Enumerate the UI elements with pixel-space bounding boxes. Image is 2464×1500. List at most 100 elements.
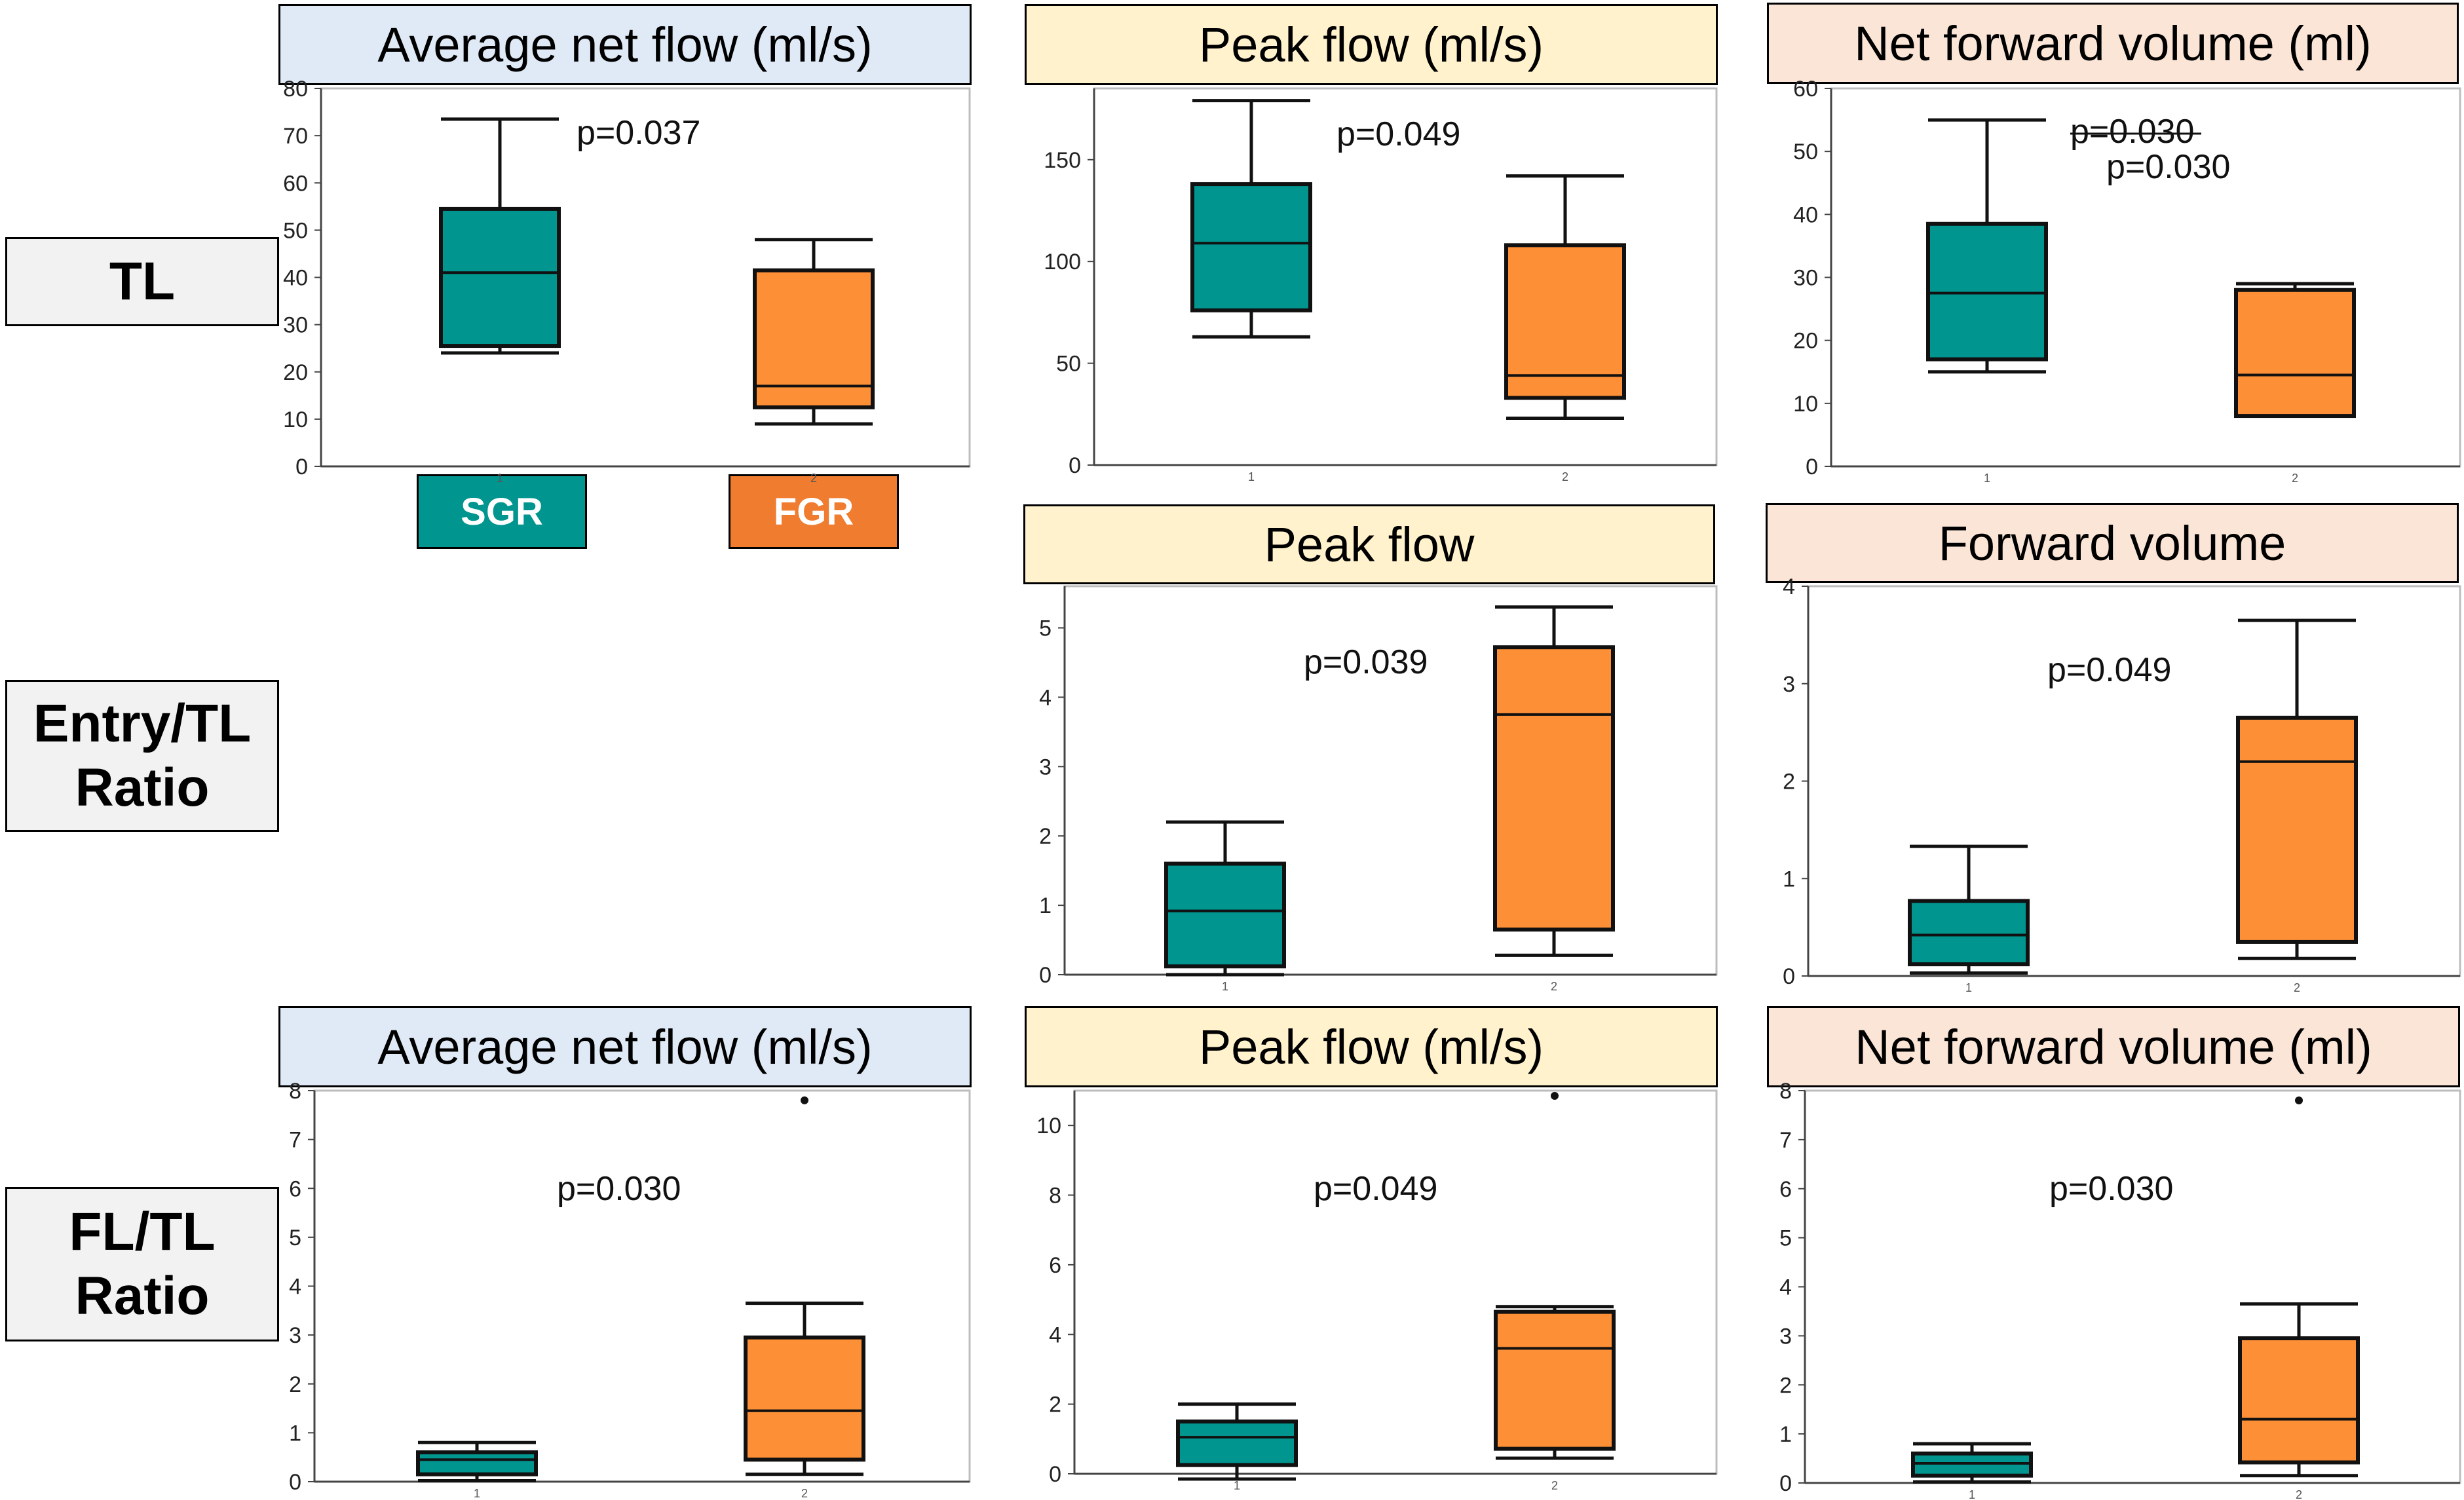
entry_vol-box-fgr <box>2236 715 2358 944</box>
entry_peak-ytick-label: 3 <box>1039 755 1052 779</box>
fl_vol-outlier <box>2295 1096 2303 1104</box>
row-label-entry-tl-ratio: Entry/TL Ratio <box>5 680 279 832</box>
tl_peak-xtick-label: 1 <box>1248 470 1255 483</box>
legend-fgr-label: FGR <box>773 490 854 533</box>
tl_avg-ytick-label: 40 <box>283 266 308 291</box>
entry_peak-p-value: p=0.039 <box>1304 643 1428 681</box>
fl_avg-p-value: p=0.030 <box>557 1170 681 1208</box>
fl_vol-xtick-label: 1 <box>1969 1488 1975 1500</box>
fl_peak-ytick-label: 0 <box>1049 1462 1061 1487</box>
header-fl-avg: Average net flow (ml/s) <box>278 1006 972 1087</box>
tl_avg-ytick-label: 10 <box>283 407 308 432</box>
entry_peak-ytick-label: 4 <box>1039 685 1052 710</box>
fl_vol-xtick-label: 2 <box>2296 1488 2302 1500</box>
tl_avg-ytick-label: 50 <box>283 218 308 243</box>
header-tl-avg-text: Average net flow (ml/s) <box>377 17 873 72</box>
entry_peak-box-fgr <box>1493 645 1615 932</box>
legend-sgr: SGR <box>417 474 587 549</box>
fl_vol-ytick-label: 2 <box>1779 1373 1792 1398</box>
tl_avg-ytick-label: 70 <box>283 124 308 149</box>
fl_peak-box-fgr <box>1494 1309 1616 1451</box>
fl_avg-box-fgr <box>744 1335 865 1462</box>
entry_vol-ytick-label: 2 <box>1783 770 1795 795</box>
tl_avg-xtick-label: 2 <box>810 472 817 485</box>
tl_peak-box-fgr <box>1504 243 1626 400</box>
row-label-fl-line2: Ratio <box>75 1266 210 1326</box>
fl_avg-ytick-label: 2 <box>289 1372 301 1397</box>
fl_avg-xtick-label: 1 <box>474 1487 480 1500</box>
row-label-tl-text: TL <box>109 252 176 311</box>
fl_avg-ytick-label: 5 <box>289 1226 301 1250</box>
fl_avg-ytick-label: 8 <box>289 1079 301 1104</box>
entry_peak-ytick-label: 1 <box>1039 893 1052 918</box>
tl_vol-p-value: p=0.030 <box>2070 113 2194 151</box>
tl_vol-xtick-label: 1 <box>1984 472 1990 485</box>
tl_vol-ytick-label: 50 <box>1793 140 1818 164</box>
fl_avg-outlier <box>801 1096 808 1104</box>
row-label-entry-line1: Entry/TL <box>33 694 252 753</box>
fl_avg-ytick-label: 3 <box>289 1323 301 1348</box>
entry_vol-xtick-label: 1 <box>1965 981 1972 994</box>
tl_vol-xtick-label: 2 <box>2292 472 2298 485</box>
tl_vol-ytick-label: 20 <box>1793 329 1818 354</box>
legend-fgr: FGR <box>729 474 899 549</box>
entry_peak-xtick-label: 2 <box>1551 980 1557 993</box>
tl_peak-box-sgr <box>1190 182 1312 312</box>
header-tl-vol-text: Net forward volume (ml) <box>1854 16 2372 71</box>
header-fl-peak-text: Peak flow (ml/s) <box>1198 1019 1544 1074</box>
tl_avg-box-sgr <box>439 206 561 348</box>
tl_peak-ytick-label: 150 <box>1044 148 1081 173</box>
entry_peak-ytick-label: 0 <box>1039 963 1052 988</box>
fl_peak-p-value: p=0.049 <box>1314 1170 1437 1208</box>
tl_vol-ytick-label: 0 <box>1806 455 1818 479</box>
header-tl-avg: Average net flow (ml/s) <box>278 4 972 85</box>
tl_avg-box-fgr <box>753 268 875 409</box>
entry_vol-p-value: p=0.049 <box>2047 651 2171 689</box>
entry_vol-ytick-label: 3 <box>1783 672 1795 697</box>
header-entry-peak: Peak flow <box>1023 504 1715 584</box>
tl_vol-p-value-extra: p=0.030 <box>2106 148 2230 186</box>
entry_vol-ytick-label: 4 <box>1783 574 1795 599</box>
tl_vol-ytick-label: 30 <box>1793 266 1818 291</box>
tl_avg-ytick-label: 30 <box>283 313 308 338</box>
entry_peak-ytick-label: 2 <box>1039 824 1052 849</box>
tl_peak-xtick-label: 2 <box>1562 470 1568 483</box>
fl_peak-ytick-label: 8 <box>1049 1184 1061 1209</box>
fl_avg-box-sgr <box>416 1450 538 1476</box>
fl_vol-ytick-label: 4 <box>1779 1275 1792 1300</box>
tl_vol-ytick-label: 60 <box>1793 77 1818 102</box>
fl_avg-ytick-label: 4 <box>289 1275 301 1300</box>
header-tl-peak-text: Peak flow (ml/s) <box>1198 17 1544 72</box>
tl_peak-ytick-label: 50 <box>1056 352 1081 377</box>
tl_avg-ytick-label: 20 <box>283 360 308 385</box>
fl_avg-ytick-label: 7 <box>289 1128 301 1153</box>
tl_avg-xtick-label: 1 <box>497 472 503 485</box>
header-entry-peak-text: Peak flow <box>1264 517 1475 572</box>
fl_peak-xtick-label: 2 <box>1551 1479 1558 1492</box>
fl_vol-ytick-label: 6 <box>1779 1177 1792 1202</box>
tl_peak-ytick-label: 0 <box>1069 453 1081 478</box>
header-entry-vol-text: Forward volume <box>1938 516 2286 571</box>
entry_peak-ytick-label: 5 <box>1039 616 1052 641</box>
fl_vol-ytick-label: 7 <box>1779 1128 1792 1153</box>
row-label-entry-line2: Ratio <box>75 758 210 817</box>
header-fl-vol: Net forward volume (ml) <box>1767 1006 2460 1087</box>
fl_peak-outlier <box>1551 1091 1559 1100</box>
fl_peak-xtick-label: 1 <box>1234 1479 1240 1492</box>
header-fl-peak: Peak flow (ml/s) <box>1025 1006 1718 1087</box>
fl_avg-ytick-label: 6 <box>289 1176 301 1201</box>
row-label-fl-tl-ratio: FL/TL Ratio <box>5 1187 279 1341</box>
row-label-tl: TL <box>5 237 279 326</box>
fl_avg-xtick-label: 2 <box>801 1487 808 1500</box>
header-tl-vol: Net forward volume (ml) <box>1767 3 2459 84</box>
entry_vol-xtick-label: 2 <box>2294 981 2300 994</box>
legend-sgr-label: SGR <box>461 490 543 533</box>
entry_vol-ytick-label: 0 <box>1783 964 1795 989</box>
fl_vol-ytick-label: 0 <box>1779 1471 1792 1496</box>
